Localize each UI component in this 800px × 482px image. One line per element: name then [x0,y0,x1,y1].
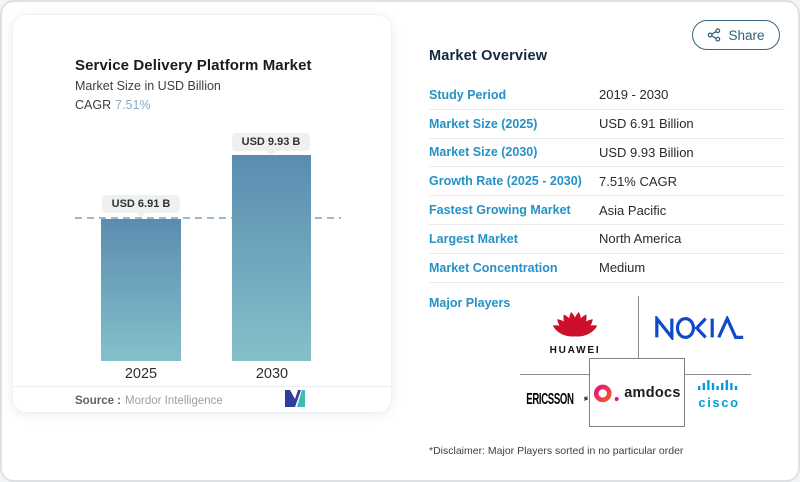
amdocs-logo: amdocs [589,358,685,427]
row-label: Market Size (2030) [429,145,538,160]
bar-value-label-2030: USD 9.93 B [232,133,310,155]
source-divider [13,386,391,387]
cagr-value: 7.51% [115,98,151,112]
bar-2025[interactable] [101,219,181,361]
share-button[interactable]: Share [692,20,780,50]
disclaimer-text: *Disclaimer: Major Players sorted in no … [429,445,684,457]
huawei-logo: HUAWEI [543,299,607,356]
row-value: 2019 - 2030 [599,87,669,103]
market-chart-card: Service Delivery Platform Market Market … [12,14,392,413]
row-label: Market Size (2025) [429,116,538,131]
mordor-intelligence-logo [285,390,305,407]
cagr-label: CAGR [75,98,112,112]
cisco-bars-icon [698,380,738,390]
ericsson-wordmark: ERICSSON [526,389,574,407]
cisco-wordmark: cisco [698,395,740,410]
bar-2030[interactable] [232,155,311,361]
bar-value-label-2025: USD 6.91 B [102,195,180,217]
nokia-logo [655,316,744,340]
bar-label-pointer [136,213,146,217]
share-label: Share [728,27,765,43]
amdocs-a-icon [594,384,619,403]
major-players-label: Major Players [429,296,511,310]
logo-grid-horizontal-divider [520,374,589,375]
table-row: Study Period 2019 - 2030 [429,81,785,110]
bar-value-text-2030: USD 9.93 B [241,136,301,148]
x-axis-tick-2030: 2030 [255,366,289,382]
chart-title: Service Delivery Platform Market [75,57,312,74]
row-value: USD 9.93 Billion [599,144,694,160]
chart-cagr: CAGR 7.51% [75,98,151,112]
logo-grid-horizontal-divider [685,374,751,375]
ericsson-logo: ERICSSON [518,385,588,411]
logo-grid-vertical-divider [638,296,639,359]
amdocs-wordmark: amdocs [624,384,681,401]
row-label: Growth Rate (2025 - 2030) [429,174,582,189]
source-row: Source : Mordor Intelligence [75,395,223,407]
row-label: Market Concentration [429,260,558,275]
bar-value-text-2025: USD 6.91 B [111,198,171,210]
row-label: Largest Market [429,231,518,246]
overview-heading: Market Overview [429,48,548,64]
row-value: USD 6.91 Billion [599,116,694,132]
row-label: Fastest Growing Market [429,203,571,218]
row-value: North America [599,231,682,247]
chart-subtitle: Market Size in USD Billion [75,79,221,93]
row-value: Asia Pacific [599,202,667,218]
x-axis-tick-2025: 2025 [124,366,158,382]
huawei-flower-icon [552,311,598,337]
huawei-wordmark: HUAWEI [549,345,601,356]
table-row: Fastest Growing Market Asia Pacific [429,196,785,225]
table-row: Growth Rate (2025 - 2030) 7.51% CAGR [429,167,785,197]
source-label: Source : [75,395,122,407]
source-value: Mordor Intelligence [125,395,223,407]
cisco-logo: cisco [688,378,750,410]
share-icon [708,28,721,42]
table-row: Largest Market North America [429,225,785,254]
ericsson-bars-icon [584,396,588,401]
table-row: Market Size (2025) USD 6.91 Billion [429,110,785,139]
overview-table: Study Period 2019 - 2030 Market Size (20… [429,81,785,283]
bar-label-pointer [266,151,276,155]
reference-dashed-line [75,217,341,219]
table-row: Market Concentration Medium [429,254,785,283]
row-value: Medium [599,260,646,276]
table-row: Market Size (2030) USD 9.93 Billion [429,139,785,168]
row-value: 7.51% CAGR [599,173,678,189]
row-label: Study Period [429,87,507,102]
